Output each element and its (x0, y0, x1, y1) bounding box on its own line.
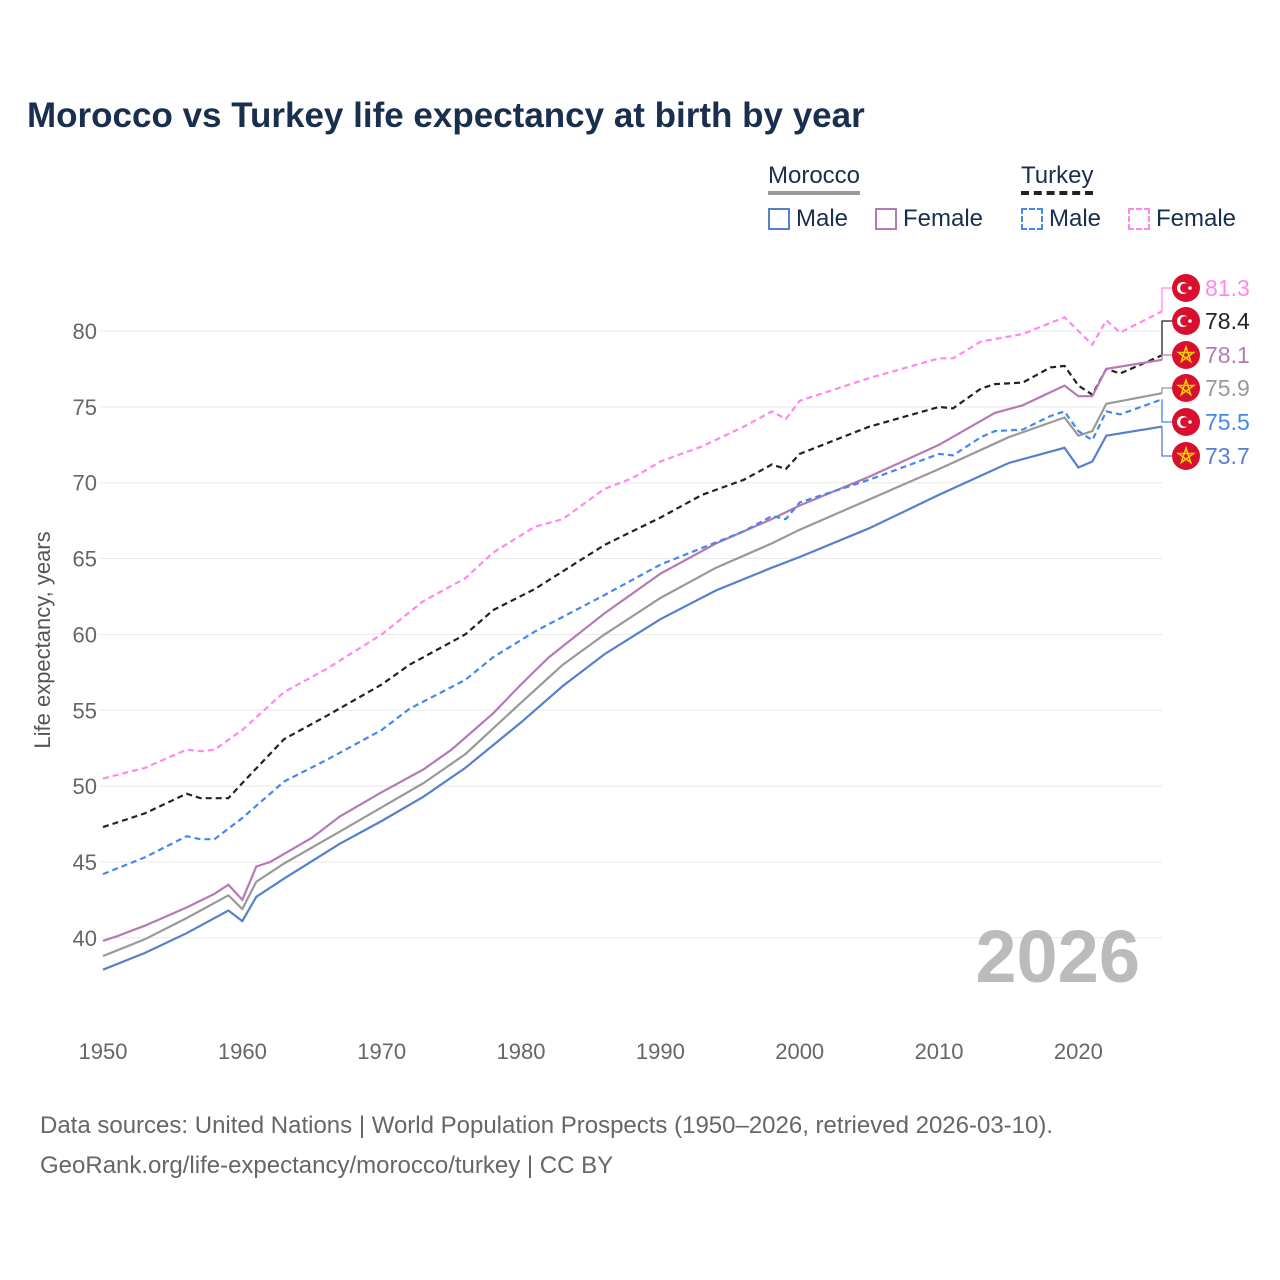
end-value-label: 75.9 (1205, 375, 1250, 401)
legend-group-morocco: Morocco (768, 162, 861, 195)
end-label-connector (1161, 399, 1172, 423)
end-label-connector (1161, 287, 1172, 312)
x-tick-label: 1950 (79, 1039, 128, 1064)
legend-label: Male (796, 205, 849, 232)
x-tick-label: 2010 (915, 1039, 964, 1064)
turkey-flag-icon (1172, 307, 1200, 335)
y-tick-label: 80 (73, 319, 97, 344)
year-watermark: 2026 (975, 915, 1140, 998)
end-label-connector (1161, 354, 1172, 360)
y-tick-label: 55 (73, 698, 97, 723)
series-line-turkey-female (102, 310, 1163, 780)
morocco-flag-icon (1172, 442, 1200, 470)
x-tick-label: 1990 (636, 1039, 685, 1064)
data-source: Data sources: United Nations | World Pop… (40, 1112, 1054, 1139)
end-value-label: 75.5 (1205, 409, 1250, 435)
y-tick-label: 45 (73, 850, 97, 875)
end-label-connector (1161, 426, 1172, 457)
legend-swatch (1021, 208, 1043, 230)
legend-swatch (768, 208, 790, 230)
end-label-connector (1161, 320, 1172, 356)
end-value-label: 73.7 (1205, 443, 1250, 469)
legend-item-turkey-female[interactable]: Female (1128, 205, 1236, 233)
x-tick-label: 1980 (497, 1039, 546, 1064)
y-tick-label: 50 (73, 774, 97, 799)
source-link[interactable]: GeoRank.org/life-expectancy/morocco/turk… (40, 1152, 614, 1179)
y-axis-label: Life expectancy, years (30, 531, 55, 748)
x-tick-label: 1960 (218, 1039, 267, 1064)
series-line-turkey-male (102, 398, 1163, 876)
legend-label: Female (903, 205, 984, 232)
legend-label: Female (1156, 205, 1237, 232)
series-line-morocco (102, 392, 1163, 958)
legend-label: Male (1049, 205, 1102, 232)
y-tick-label: 75 (73, 395, 97, 420)
chart-title: Morocco vs Turkey life expectancy at bir… (27, 96, 865, 135)
end-value-label: 81.3 (1205, 275, 1250, 301)
legend-swatch (1128, 208, 1150, 230)
legend-item-morocco-male[interactable]: Male (768, 205, 848, 233)
series-line-turkey (102, 354, 1163, 829)
legend-item-turkey-male[interactable]: Male (1021, 205, 1101, 233)
legend-swatch (875, 208, 897, 230)
end-value-label: 78.4 (1205, 308, 1250, 334)
footer: Data sources: United Nations | World Pop… (40, 1106, 1053, 1186)
series-line-morocco-female (102, 358, 1163, 942)
series-line-morocco-male (102, 425, 1163, 971)
turkey-flag-icon (1172, 274, 1200, 302)
end-label-connector (1161, 387, 1172, 394)
end-value-label: 78.1 (1205, 342, 1250, 368)
y-tick-label: 65 (73, 547, 97, 572)
legend-item-morocco-female[interactable]: Female (875, 205, 983, 233)
y-tick-label: 40 (73, 926, 97, 951)
legend-group-turkey: Turkey (1021, 162, 1094, 195)
y-tick-label: 70 (73, 471, 97, 496)
y-tick-label: 60 (73, 622, 97, 647)
turkey-flag-icon (1172, 408, 1200, 436)
x-tick-label: 2000 (775, 1039, 824, 1064)
morocco-flag-icon (1172, 374, 1200, 402)
x-tick-label: 2020 (1054, 1039, 1103, 1064)
x-tick-label: 1970 (357, 1039, 406, 1064)
morocco-flag-icon (1172, 341, 1200, 369)
